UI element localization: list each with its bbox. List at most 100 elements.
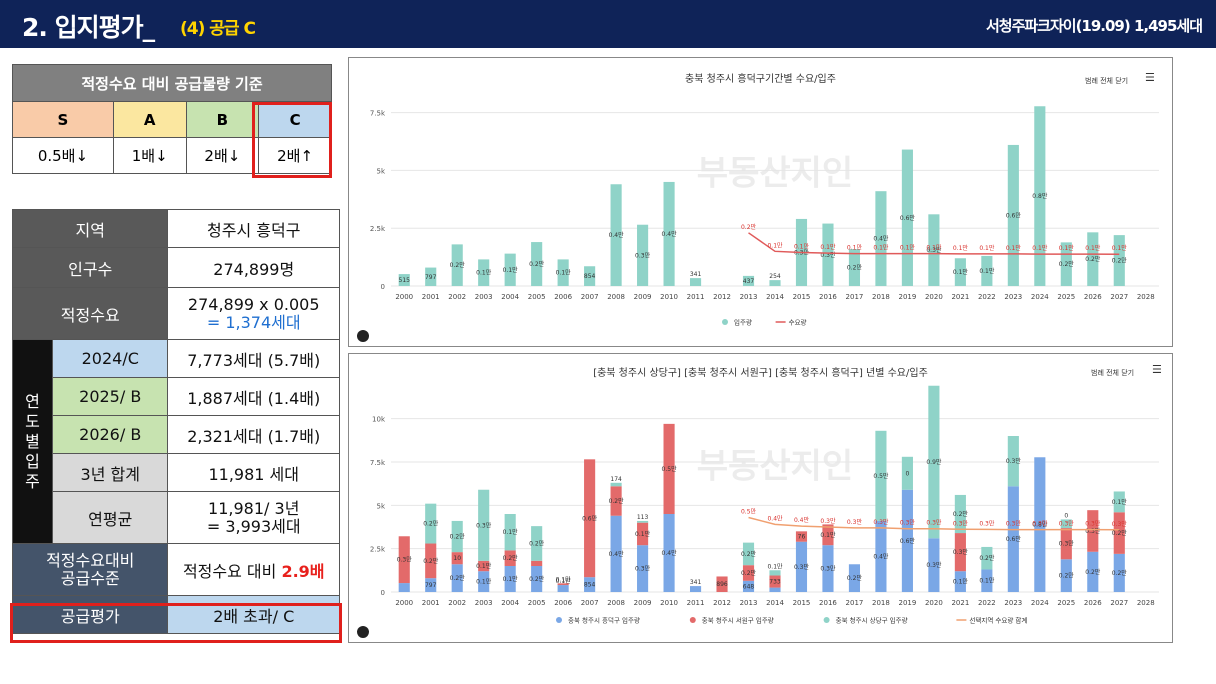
bar [954, 533, 966, 572]
chart1-legend-toggle-button[interactable]: 범례 전체 닫기 [1085, 77, 1129, 85]
bar [504, 253, 516, 286]
data-label: 0.1만 [556, 577, 572, 585]
bar [663, 181, 675, 286]
x-tick-label: 2028 [1137, 599, 1155, 607]
bar [875, 520, 887, 592]
x-tick-label: 2022 [978, 599, 996, 607]
bar [1007, 486, 1019, 592]
bar [531, 242, 543, 286]
bar [557, 259, 569, 286]
data-label: 0.2만 [423, 520, 439, 528]
bar [451, 520, 463, 553]
bar [425, 267, 437, 286]
supply-level-label-2: 공급수준 [60, 568, 120, 588]
line-data-label: 0.1만 [1085, 244, 1101, 252]
bar [1113, 553, 1125, 592]
line-data-label: 0.3만 [1112, 520, 1128, 528]
x-tick-label: 2008 [607, 599, 625, 607]
bar [795, 531, 808, 542]
demand-value: 274,899 x 0.005 = 1,374세대 [167, 287, 340, 340]
x-tick-label: 2009 [634, 293, 652, 301]
bar [504, 550, 516, 566]
x-tick-label: 2010 [660, 599, 678, 607]
data-label: 254 [769, 273, 781, 280]
data-label: 0.8만 [1032, 521, 1048, 529]
data-label: 0.2만 [741, 569, 757, 577]
bar [557, 585, 569, 592]
line-data-label: 0.3만 [926, 519, 942, 527]
data-label: 0.1만 [979, 267, 995, 275]
data-label: 0 [905, 470, 909, 477]
bar [928, 214, 940, 286]
bar [689, 586, 702, 592]
line-data-label: 0.3만 [847, 518, 863, 526]
data-label: 76 [798, 534, 806, 541]
supply-level-label: 적정수요대비 공급수준 [11, 543, 169, 596]
bar [610, 486, 622, 516]
x-tick-label: 2005 [528, 599, 546, 607]
legend-label: 수요량 [789, 319, 807, 327]
data-label: 10 [453, 555, 461, 562]
data-label: 0.2만 [979, 554, 995, 562]
data-label: 854 [584, 273, 596, 280]
data-label: 0.1만 [503, 266, 519, 274]
x-tick-label: 2022 [978, 293, 996, 301]
data-label: 0.6만 [1006, 535, 1022, 543]
x-tick-label: 2019 [898, 599, 916, 607]
x-tick-label: 2011 [687, 293, 705, 301]
data-label: 0.8만 [1032, 192, 1048, 200]
x-tick-label: 2005 [528, 293, 546, 301]
x-tick-label: 2004 [501, 599, 519, 607]
data-label: 0.2만 [450, 574, 466, 582]
bar [1007, 144, 1019, 286]
x-tick-label: 2020 [925, 293, 943, 301]
bar [1113, 512, 1125, 554]
bar [478, 560, 490, 572]
bar [769, 570, 781, 576]
y-tick-label: 0 [381, 283, 385, 291]
bar [451, 564, 463, 592]
ratio-c: 2배↑ [258, 137, 332, 174]
grade-table-title: 적정수요 대비 공급물량 기준 [12, 64, 332, 102]
chart2-menu-icon[interactable]: ☰ [1152, 363, 1162, 376]
chart2-title: [충북 청주시 상당구] [충북 청주시 서원구] [충북 청주시 흥덕구] 년… [593, 368, 928, 379]
supply-level-prefix: 적정수요 대비 [182, 561, 282, 581]
x-tick-label: 2016 [819, 293, 837, 301]
grade-criteria-table: 적정수요 대비 공급물량 기준 S A B C 0.5배↓ 1배↓ 2배↓ 2배… [12, 64, 332, 174]
data-label: 0.1만 [953, 268, 969, 276]
data-label: 0.1만 [503, 528, 519, 536]
bar [769, 280, 781, 286]
chart1-menu-icon[interactable]: ☰ [1145, 71, 1155, 84]
page-subtitle: (4) 공급 C [180, 19, 256, 39]
bar [531, 566, 543, 592]
legend-label: 충북 청주시 상당구 입주량 [836, 616, 908, 625]
bar [954, 494, 966, 534]
data-label: 0.2만 [529, 260, 545, 268]
bar [610, 515, 622, 592]
data-label: 0.1만 [476, 269, 492, 277]
data-label: 113 [637, 514, 649, 521]
x-tick-label: 2006 [554, 293, 572, 301]
x-tick-label: 2004 [501, 293, 519, 301]
line-data-label: 0.3만 [900, 519, 916, 527]
x-tick-label: 2020 [925, 599, 943, 607]
x-tick-label: 2017 [846, 599, 864, 607]
bar [742, 580, 755, 592]
x-tick-label: 2021 [951, 293, 969, 301]
bar [637, 545, 649, 592]
data-label: 0.2만 [1085, 568, 1101, 576]
region-value: 청주시 흥덕구 [167, 209, 340, 248]
chart2-logo-icon [357, 626, 369, 638]
data-label: 0.2만 [450, 533, 466, 541]
data-label: 0.4만 [662, 230, 678, 238]
legend-marker [689, 617, 696, 623]
chart2-legend-toggle-button[interactable]: 범례 전체 닫기 [1091, 369, 1135, 377]
line-data-label: 0.1만 [1006, 244, 1022, 252]
x-tick-label: 2012 [713, 293, 731, 301]
bar [928, 538, 940, 592]
line-data-label: 0.3만 [1085, 520, 1101, 528]
bar [610, 184, 622, 286]
bar [901, 456, 913, 490]
y2025-label: 2025/ B [51, 377, 169, 416]
data-label: 0.3만 [953, 548, 969, 556]
